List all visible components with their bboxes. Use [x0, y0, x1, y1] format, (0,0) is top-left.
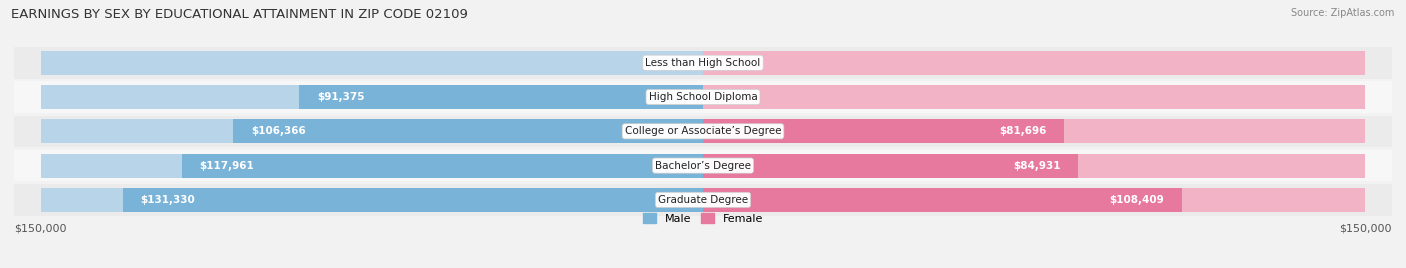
Bar — [14, 184, 1392, 216]
Bar — [233, 119, 703, 143]
Text: $0: $0 — [738, 92, 751, 102]
Bar — [41, 119, 703, 143]
Text: College or Associate’s Degree: College or Associate’s Degree — [624, 126, 782, 136]
Bar — [14, 116, 1392, 147]
Text: $117,961: $117,961 — [200, 161, 254, 171]
Bar — [299, 85, 703, 109]
Bar — [703, 85, 1365, 109]
Bar — [122, 188, 703, 212]
Bar — [41, 51, 703, 75]
Bar — [41, 85, 703, 109]
Bar — [14, 47, 1392, 79]
Text: $91,375: $91,375 — [318, 92, 364, 102]
Text: $0: $0 — [738, 58, 751, 68]
Bar — [703, 51, 1365, 75]
Text: $0: $0 — [655, 58, 668, 68]
Text: $106,366: $106,366 — [250, 126, 305, 136]
Text: Source: ZipAtlas.com: Source: ZipAtlas.com — [1291, 8, 1395, 18]
Text: Bachelor’s Degree: Bachelor’s Degree — [655, 161, 751, 171]
Bar — [41, 188, 703, 212]
Legend: Male, Female: Male, Female — [638, 209, 768, 228]
Bar — [181, 154, 703, 178]
Text: High School Diploma: High School Diploma — [648, 92, 758, 102]
Bar — [703, 188, 1365, 212]
Bar — [703, 119, 1365, 143]
Text: $131,330: $131,330 — [141, 195, 195, 205]
Text: $84,931: $84,931 — [1012, 161, 1060, 171]
Bar — [703, 188, 1182, 212]
Text: $108,409: $108,409 — [1109, 195, 1164, 205]
Bar — [14, 81, 1392, 113]
Text: $81,696: $81,696 — [998, 126, 1046, 136]
Bar — [14, 150, 1392, 181]
Text: Less than High School: Less than High School — [645, 58, 761, 68]
Text: EARNINGS BY SEX BY EDUCATIONAL ATTAINMENT IN ZIP CODE 02109: EARNINGS BY SEX BY EDUCATIONAL ATTAINMEN… — [11, 8, 468, 21]
Bar — [703, 154, 1365, 178]
Bar — [703, 154, 1078, 178]
Bar — [41, 154, 703, 178]
Text: Graduate Degree: Graduate Degree — [658, 195, 748, 205]
Bar — [703, 119, 1064, 143]
